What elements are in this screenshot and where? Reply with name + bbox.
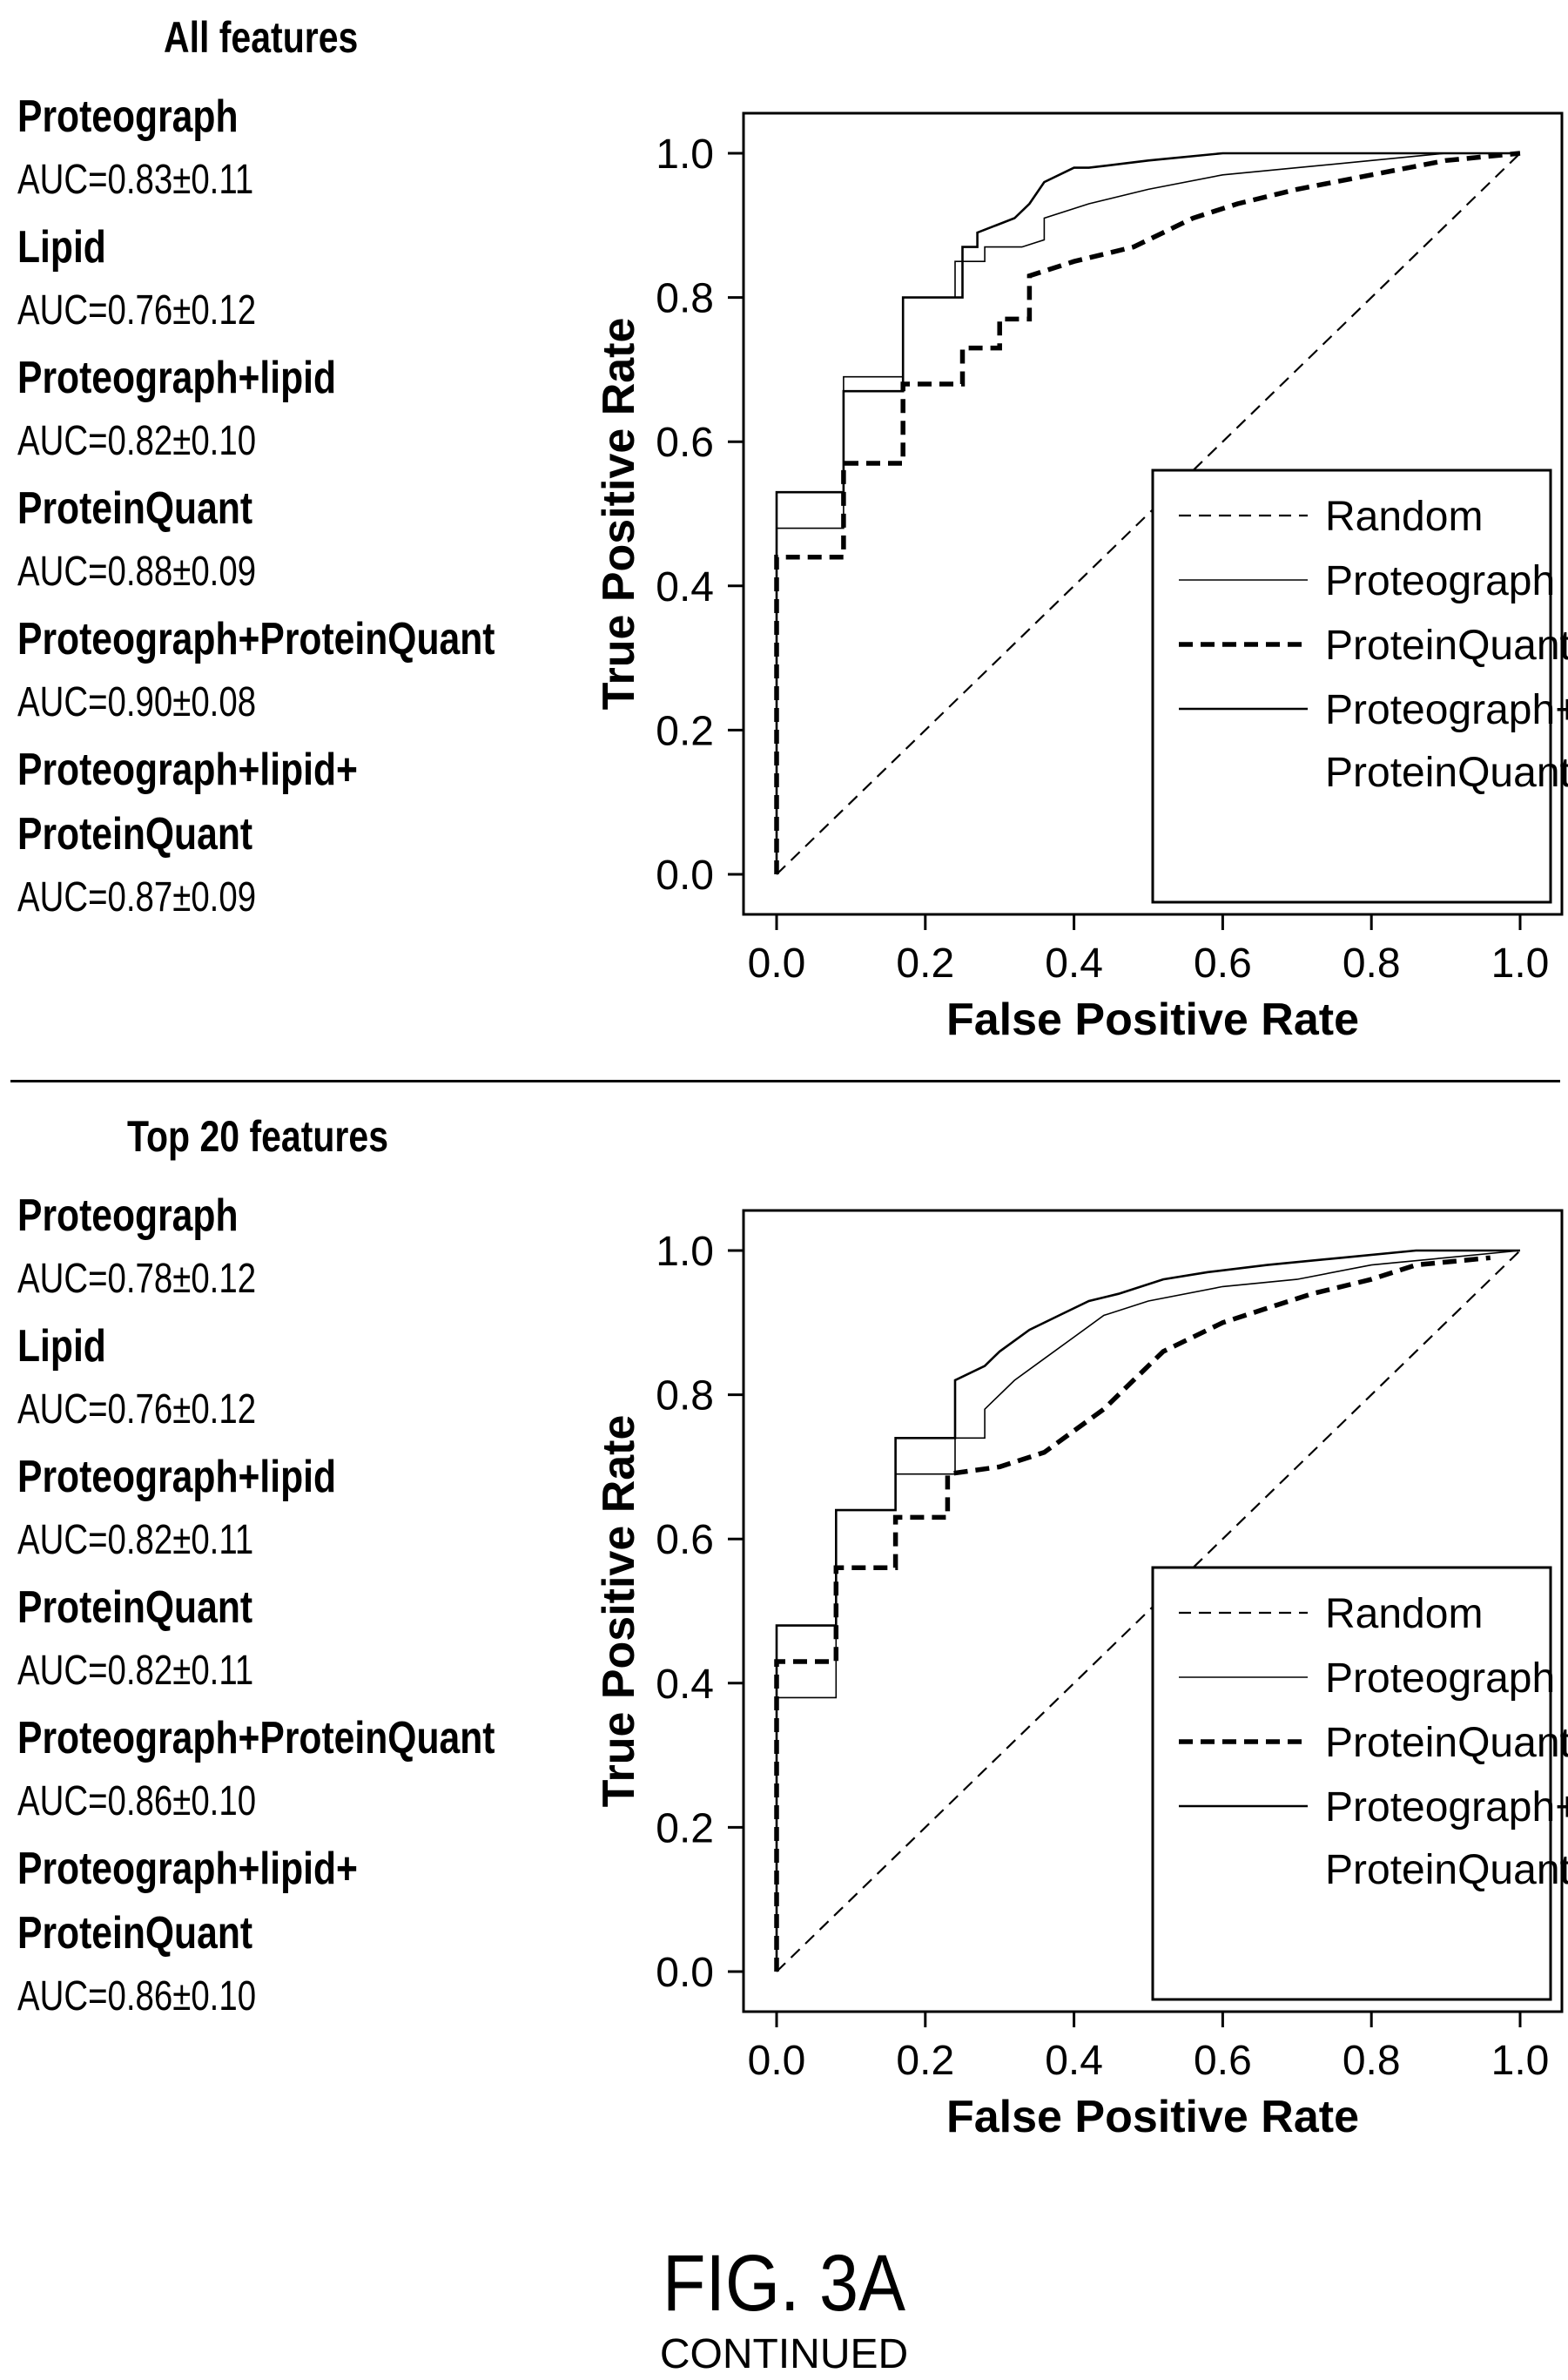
series-line-random: [776, 1250, 1521, 1972]
legend-label: Random: [1325, 494, 1483, 540]
auc-value: AUC=0.90±0.08: [17, 679, 257, 725]
panel-title-top20-features: Top 20 features: [127, 1112, 389, 1161]
auc-name: ProteinQuant: [17, 1582, 253, 1633]
auc-value: AUC=0.82±0.11: [17, 1517, 254, 1563]
auc-name: ProteinQuant: [17, 1908, 253, 1959]
auc-name: Lipid: [17, 1321, 106, 1372]
auc-name: ProteinQuant: [17, 483, 253, 534]
series-line-proteograph-proteinquant: [775, 152, 1520, 874]
x-tick-label: 0.2: [896, 2038, 954, 2084]
auc-name: Proteograph+lipid: [17, 1452, 337, 1502]
auc-name: Proteograph+lipid+: [17, 745, 358, 795]
legend-label: Proteograph+: [1325, 687, 1568, 733]
x-tick-label: 0.8: [1343, 941, 1401, 987]
auc-list-top20-features: Proteograph AUC=0.78±0.12 Lipid AUC=0.76…: [17, 1183, 600, 2031]
figure-sublabel: CONTINUED: [659, 2331, 909, 2377]
y-tick-label: 0.0: [656, 1950, 714, 1996]
auc-name: Proteograph+lipid+: [17, 1844, 358, 1894]
series-line-random: [776, 152, 1521, 875]
panel-divider: [10, 1080, 1560, 1082]
legend-box: [1151, 469, 1552, 904]
auc-name: ProteinQuant: [17, 809, 253, 860]
auc-name: Lipid: [17, 222, 106, 273]
x-tick-label: 0.4: [1045, 941, 1103, 987]
x-tick-label: 0.6: [1194, 2038, 1252, 2084]
x-tick-label: 1.0: [1491, 2038, 1550, 2084]
x-tick-label: 1.0: [1491, 941, 1550, 987]
legend-label: ProteinQuant: [1325, 750, 1568, 796]
series-line-proteograph-proteinquant: [775, 1249, 1520, 1972]
roc-chart-all-features: 0.0 0.2 0.4 0.6 0.8 1.0 0.0 0.2 0.4 0.6 0.8 1.0 Fals…: [594, 111, 1568, 1045]
auc-value: AUC=0.86±0.10: [17, 1973, 257, 2019]
x-axis-label: False Positive Rate: [946, 2092, 1359, 2142]
auc-name: Proteograph+ProteinQuant: [17, 614, 495, 664]
auc-name: Proteograph+lipid: [17, 353, 337, 403]
y-tick-label: 1.0: [656, 131, 714, 178]
auc-name: Proteograph: [17, 1190, 239, 1241]
roc-chart-top20-features: 0.0 0.2 0.4 0.6 0.8 1.0 0.0 0.2 0.4 0.6 0.8 1.0 Fals…: [594, 1209, 1568, 2142]
y-tick-label: 0.8: [656, 1373, 714, 1419]
y-tick-label: 0.2: [656, 1805, 714, 1851]
legend-label: Proteograph+: [1325, 1784, 1568, 1831]
legend-label: ProteinQuant: [1325, 1847, 1568, 1893]
panel-title-all-features: All features: [164, 13, 359, 62]
auc-value: AUC=0.83±0.11: [17, 157, 254, 203]
auc-value: AUC=0.82±0.11: [17, 1648, 254, 1694]
y-tick-label: 0.2: [656, 708, 714, 754]
legend-label: Proteograph: [1325, 1655, 1555, 1702]
auc-name: Proteograph+ProteinQuant: [17, 1713, 495, 1763]
legend-label: Proteograph: [1325, 558, 1555, 604]
y-tick-label: 0.8: [656, 276, 714, 322]
x-tick-label: 0.0: [748, 2038, 806, 2084]
auc-name: Proteograph: [17, 91, 239, 142]
y-tick-label: 0.4: [656, 564, 714, 610]
y-axis-label: True Positive Rate: [594, 1415, 644, 1808]
legend-box: [1151, 1566, 1552, 2001]
auc-value: AUC=0.87±0.09: [17, 874, 257, 920]
y-tick-label: 0.6: [656, 420, 714, 466]
series-line-proteinquant: [774, 151, 1521, 874]
y-tick-label: 1.0: [656, 1229, 714, 1275]
y-axis-label: True Positive Rate: [594, 318, 644, 711]
legend-label: ProteinQuant: [1325, 623, 1568, 669]
figure-label: FIG. 3A: [663, 2239, 905, 2328]
x-axis-label: False Positive Rate: [946, 994, 1359, 1045]
auc-value: AUC=0.78±0.12: [17, 1256, 257, 1302]
auc-value: AUC=0.76±0.12: [17, 1386, 257, 1433]
series-line-proteograph: [776, 152, 1520, 874]
y-tick-label: 0.0: [656, 853, 714, 899]
x-tick-label: 0.8: [1343, 2038, 1401, 2084]
plot-frame: [742, 1209, 1564, 2013]
auc-value: AUC=0.82±0.10: [17, 418, 257, 464]
legend-label: Random: [1325, 1591, 1483, 1637]
x-tick-label: 0.6: [1194, 941, 1252, 987]
x-tick-label: 0.4: [1045, 2038, 1103, 2084]
x-tick-label: 0.2: [896, 941, 954, 987]
auc-value: AUC=0.86±0.10: [17, 1778, 257, 1824]
x-tick-label: 0.0: [748, 941, 806, 987]
y-tick-label: 0.4: [656, 1662, 714, 1708]
auc-value: AUC=0.88±0.09: [17, 549, 257, 595]
legend-label: ProteinQuant: [1325, 1720, 1568, 1766]
auc-list-all-features: Proteograph AUC=0.83±0.11 Lipid AUC=0.76…: [17, 84, 600, 932]
auc-value: AUC=0.76±0.12: [17, 287, 257, 334]
series-line-proteinquant: [774, 1255, 1491, 1972]
y-tick-label: 0.6: [656, 1517, 714, 1563]
plot-frame: [742, 111, 1564, 916]
